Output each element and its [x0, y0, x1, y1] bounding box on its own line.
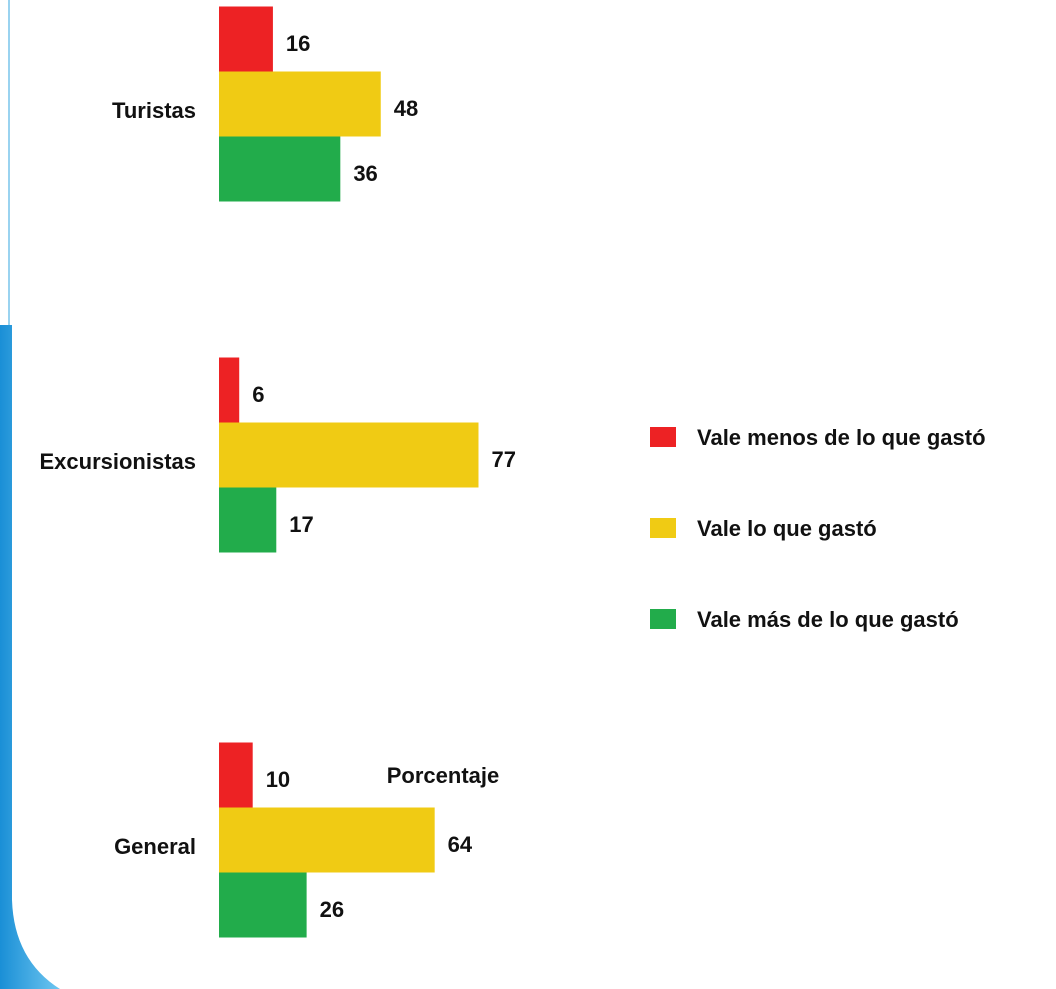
- value-label: 48: [394, 96, 418, 121]
- legend-label: Vale menos de lo que gastó: [697, 425, 986, 450]
- legend-label: Vale lo que gastó: [697, 516, 877, 541]
- bar: [219, 422, 479, 488]
- legend-swatch: [650, 518, 676, 538]
- value-label: 17: [289, 512, 313, 537]
- value-label: 36: [353, 161, 377, 186]
- category-label: General: [114, 834, 196, 859]
- bar: [219, 742, 253, 808]
- value-label: 16: [286, 31, 310, 56]
- bar: [219, 487, 277, 553]
- legend-swatch: [650, 427, 676, 447]
- bar: [219, 807, 435, 873]
- value-label: 64: [448, 832, 473, 857]
- value-label: 26: [320, 897, 344, 922]
- value-label: 6: [252, 382, 264, 407]
- edge-band: [0, 325, 60, 989]
- category-label: Turistas: [112, 98, 196, 123]
- value-label: 10: [266, 767, 290, 792]
- bar: [219, 872, 307, 938]
- value-label: 77: [491, 447, 515, 472]
- bar: [219, 136, 341, 202]
- bar: [219, 6, 273, 72]
- bar: [219, 71, 381, 137]
- x-axis-label: Porcentaje: [387, 763, 500, 788]
- bar: [219, 357, 240, 423]
- legend-label: Vale más de lo que gastó: [697, 607, 959, 632]
- category-label: Excursionistas: [39, 449, 196, 474]
- legend-swatch: [650, 609, 676, 629]
